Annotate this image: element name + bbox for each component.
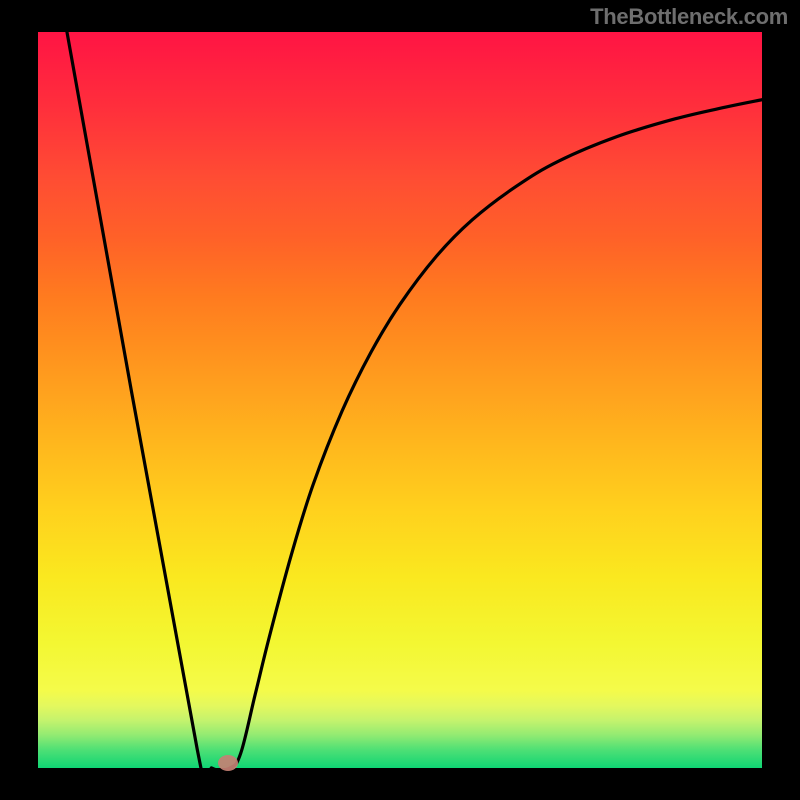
optimum-marker — [218, 755, 238, 771]
chart-container: TheBottleneck.com — [0, 0, 800, 800]
bottleneck-curve — [38, 32, 762, 768]
bottleneck-curve-path — [67, 32, 762, 768]
watermark-text: TheBottleneck.com — [590, 4, 788, 30]
plot-area — [38, 32, 762, 768]
